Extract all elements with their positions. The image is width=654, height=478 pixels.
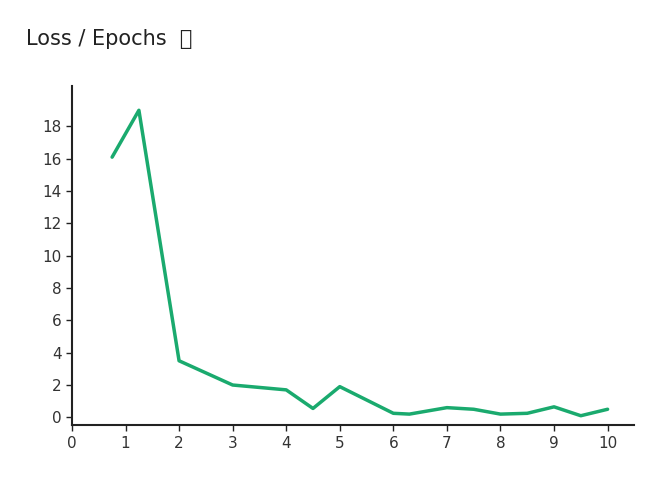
Text: Loss / Epochs  ⓘ: Loss / Epochs ⓘ — [26, 29, 192, 49]
